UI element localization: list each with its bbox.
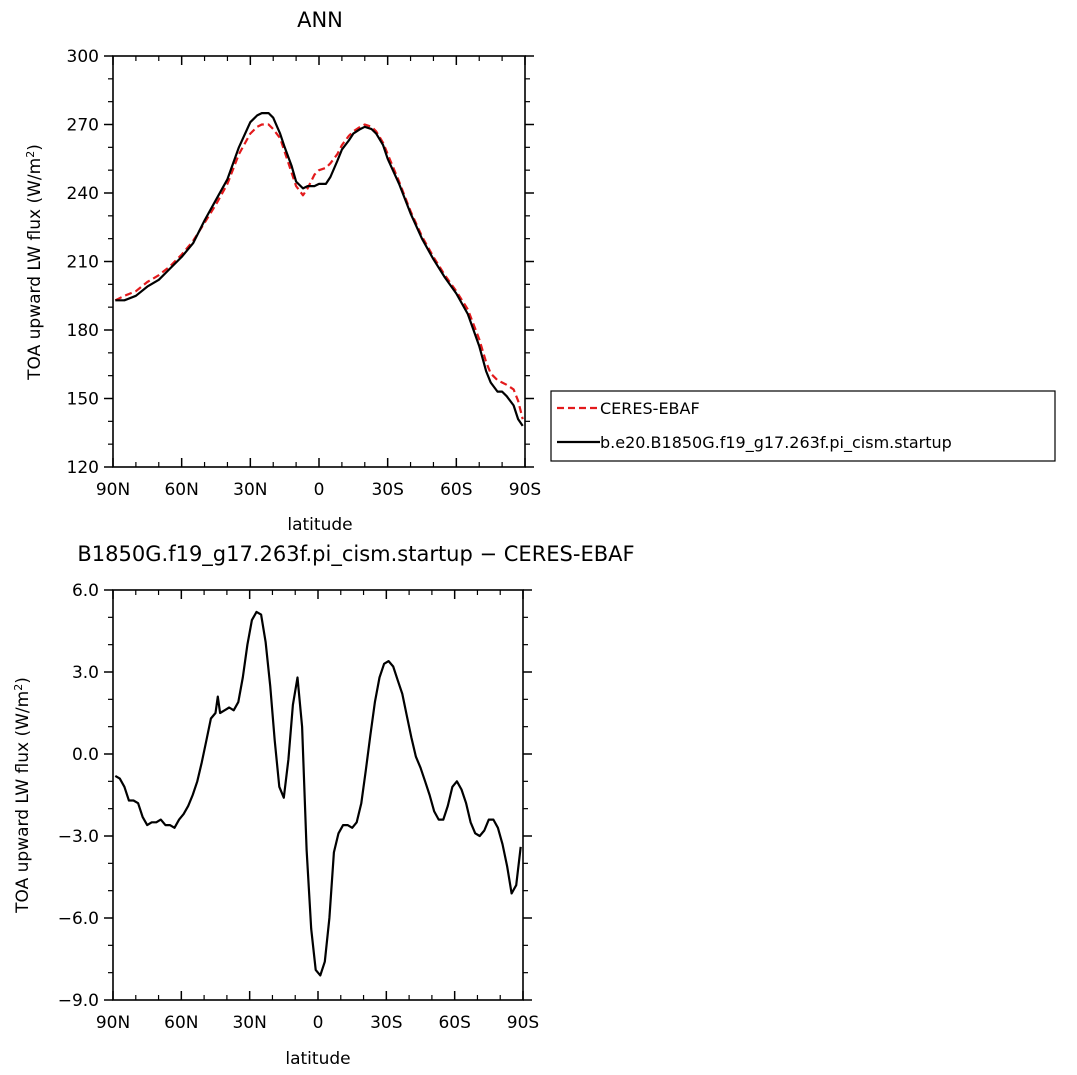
legend-box [550, 390, 1056, 462]
bottom-xtick-label: 60S [438, 1013, 470, 1033]
bottom-axis-ticks: 90N 60N 30N 0 30S 60S 90S −9.0 −6.0 −3.0 0.0 3.0 6.0 [58, 581, 540, 1033]
bottom-chart-title: B1850G.f19_g17.263f.pi_cism.startup − CE… [77, 542, 634, 567]
bottom-ytick-label: 6.0 [72, 581, 99, 601]
top-ytick-label: 300 [67, 47, 99, 67]
top-panel: ANN 90N 60N 30N 0 30S 60S 90S 120 150 180 210 240 27… [24, 8, 1056, 535]
bottom-ytick-label: −6.0 [58, 909, 99, 929]
top-x-axis-label: latitude [287, 515, 352, 535]
bottom-y-axis-label: TOA upward LW flux (W/m2) [12, 677, 33, 914]
top-xtick-label: 90S [509, 480, 541, 500]
bottom-xtick-label: 60N [164, 1013, 198, 1033]
top-ytick-label: 270 [67, 116, 99, 136]
top-chart-title: ANN [297, 8, 343, 32]
top-ytick-label: 150 [67, 390, 99, 410]
bottom-ytick-label: −3.0 [58, 827, 99, 847]
top-xtick-label: 90N [96, 480, 130, 500]
bottom-xtick-label: 30S [370, 1013, 402, 1033]
top-series-line-0 [114, 123, 524, 420]
top-ytick-label: 210 [67, 253, 99, 273]
top-ytick-label: 120 [67, 458, 99, 478]
top-xtick-label: 60N [164, 480, 198, 500]
legend-label-model: b.e20.B1850G.f19_g17.263f.pi_cism.startu… [600, 433, 952, 453]
top-xtick-label: 0 [314, 480, 325, 500]
top-xtick-label: 60S [440, 480, 472, 500]
top-y-axis-label: TOA upward LW flux (W/m2) [24, 144, 45, 381]
top-series-line-1 [115, 112, 524, 427]
bottom-xtick-label: 0 [313, 1013, 324, 1033]
bottom-series-line-0 [114, 610, 522, 977]
top-ytick-label: 180 [67, 321, 99, 341]
bottom-panel: B1850G.f19_g17.263f.pi_cism.startup − CE… [12, 542, 635, 1069]
bottom-xtick-label: 30N [232, 1013, 266, 1033]
top-ytick-label: 240 [67, 184, 99, 204]
top-xtick-label: 30N [233, 480, 267, 500]
bottom-ytick-label: 3.0 [72, 663, 99, 683]
legend-label-ceres: CERES-EBAF [600, 399, 700, 418]
bottom-ytick-label: 0.0 [72, 745, 99, 765]
bottom-series-group [114, 610, 522, 977]
bottom-ytick-label: −9.0 [58, 991, 99, 1011]
legend: CERES-EBAF b.e20.B1850G.f19_g17.263f.pi_… [550, 390, 1056, 462]
top-axis-ticks: 90N 60N 30N 0 30S 60S 90S 120 150 180 210 240 270 300 [67, 47, 542, 500]
bottom-plot-frame [112, 589, 524, 1001]
top-xtick-label: 30S [371, 480, 403, 500]
bottom-xtick-label: 90S [507, 1013, 539, 1033]
bottom-x-axis-label: latitude [285, 1049, 350, 1069]
top-series-group [114, 112, 524, 427]
bottom-xtick-label: 90N [96, 1013, 130, 1033]
